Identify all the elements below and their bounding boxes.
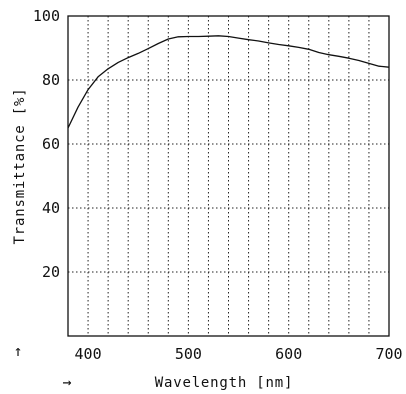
x-tick-label-600: 600 xyxy=(275,345,302,363)
x-axis-arrow: → xyxy=(62,373,71,391)
y-axis-arrow: ↑ xyxy=(13,342,22,360)
y-tick-label-60: 60 xyxy=(42,135,60,153)
x-axis-label: Wavelength [nm] xyxy=(155,375,293,391)
x-tick-label-400: 400 xyxy=(75,345,102,363)
series-line-0 xyxy=(67,35,390,129)
y-tick-label-100: 100 xyxy=(33,7,60,25)
y-tick-label-80: 80 xyxy=(42,71,60,89)
y-tick-label-40: 40 xyxy=(42,199,60,217)
y-axis-label: Transmittance [%] xyxy=(12,88,28,245)
x-tick-label-500: 500 xyxy=(175,345,202,363)
x-tick-label-700: 700 xyxy=(375,345,402,363)
y-tick-label-20: 20 xyxy=(42,263,60,281)
plot-frame xyxy=(67,15,390,337)
